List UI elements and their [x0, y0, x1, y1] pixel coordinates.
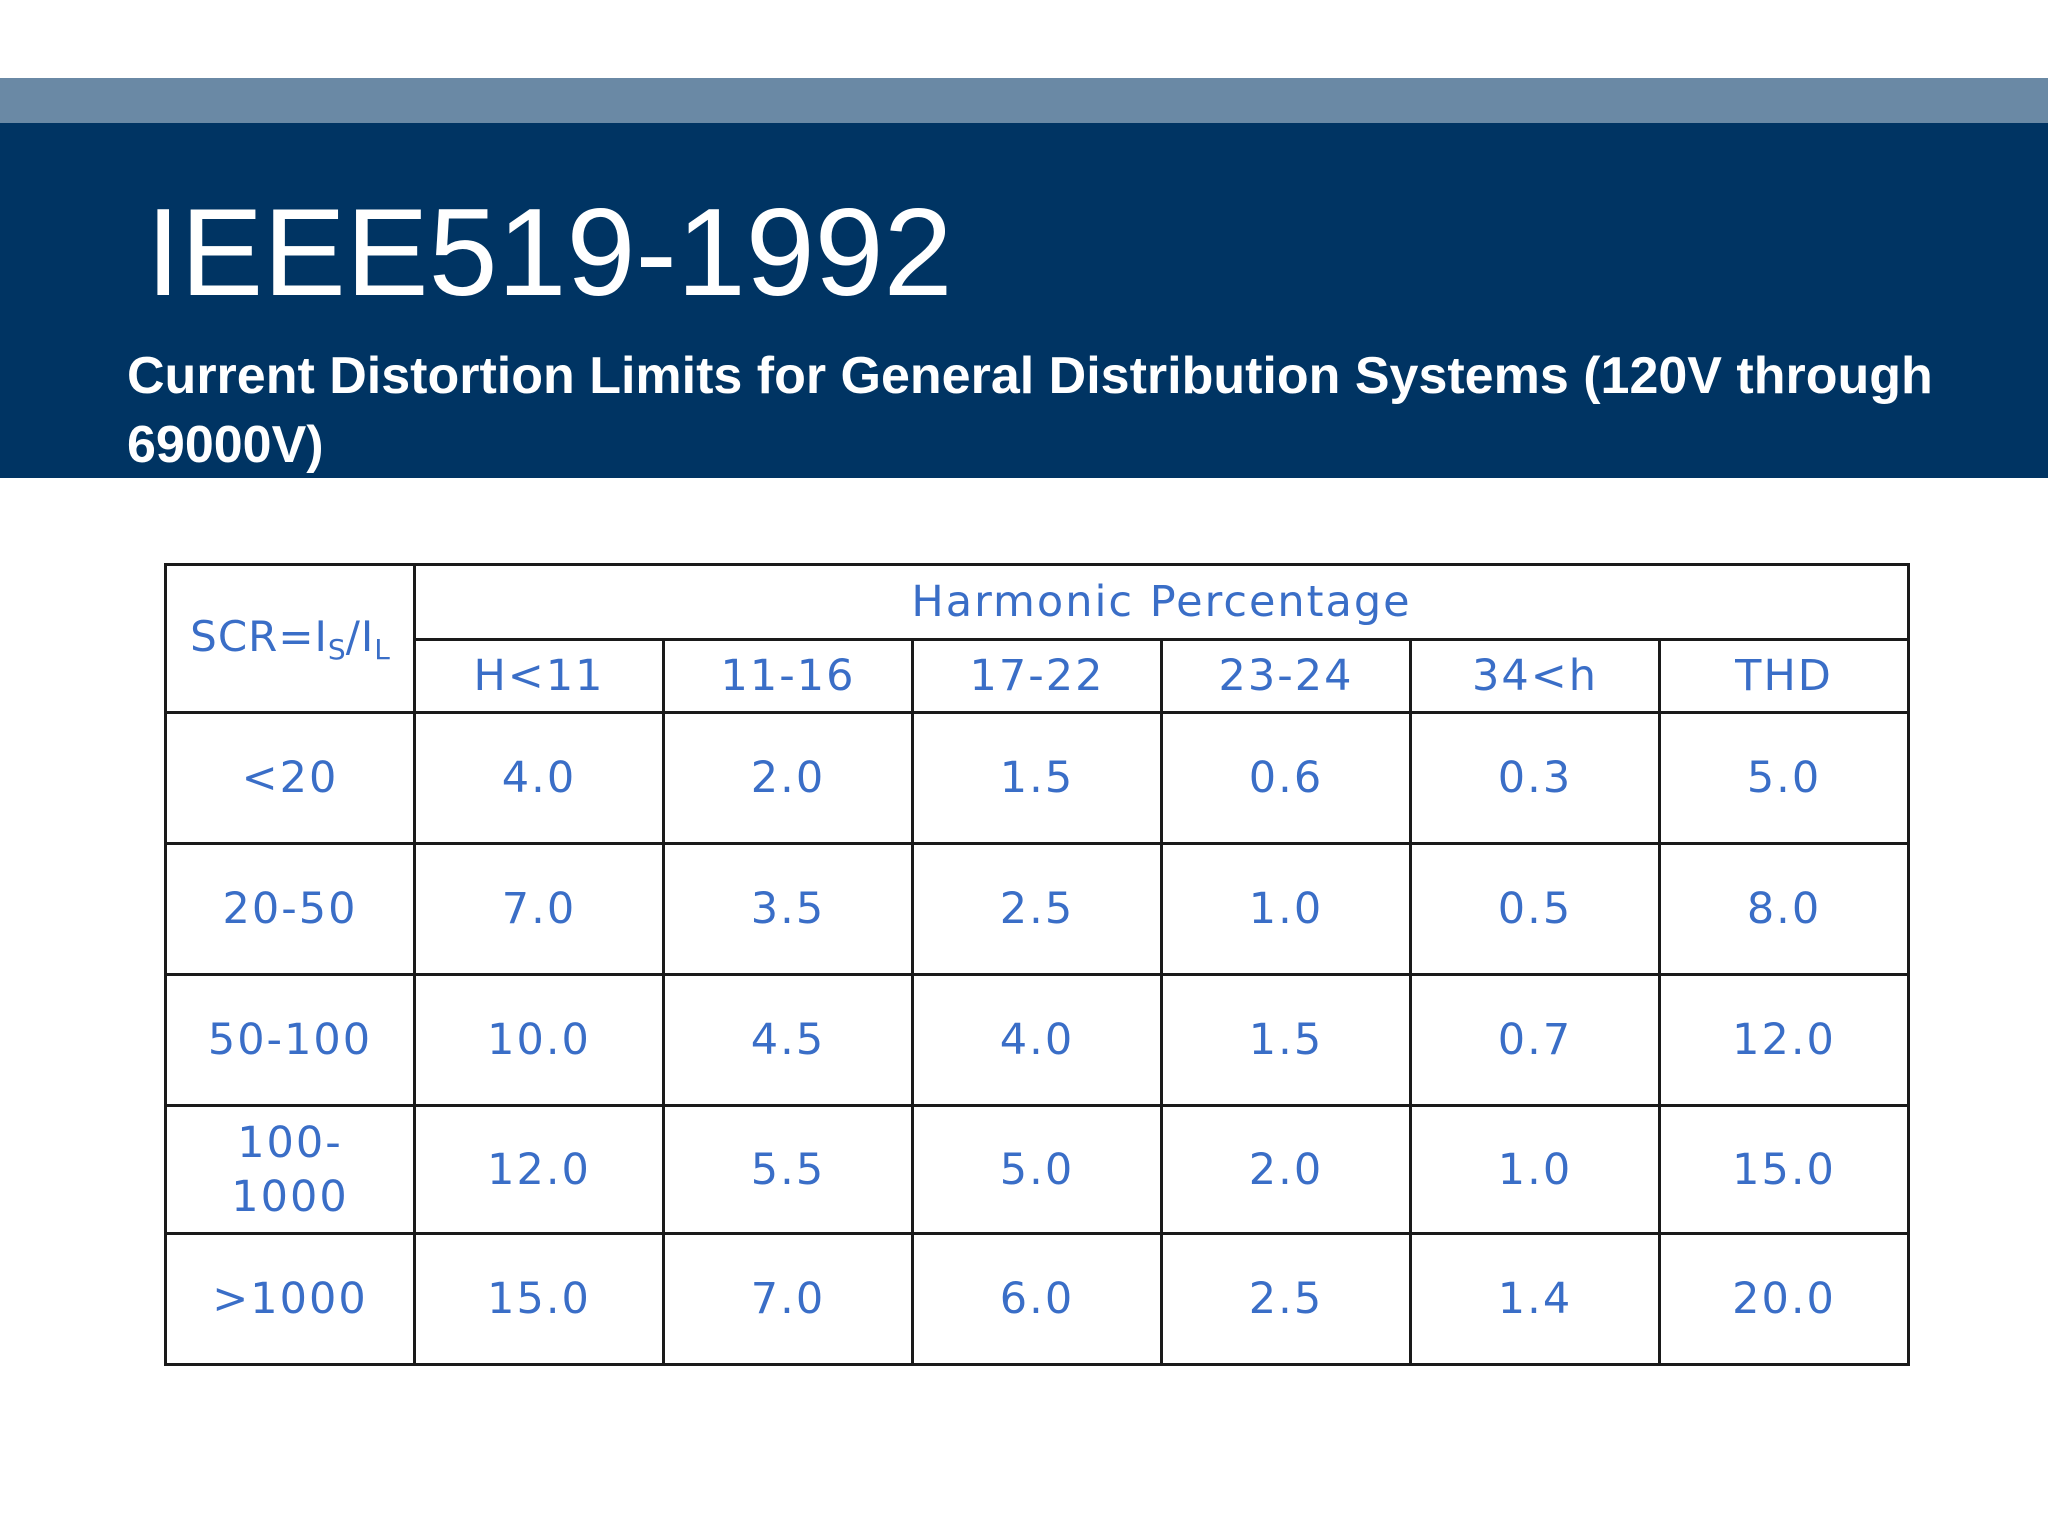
table-cell: 8.0 [1657, 842, 1911, 976]
table-cell: 0.5 [1409, 842, 1661, 976]
table-cell: 15.0 [1657, 1104, 1911, 1235]
table-cell: 4.0 [413, 711, 665, 845]
table-row: <20 4.0 2.0 1.5 0.6 0.3 5.0 [164, 711, 1911, 845]
header-band [0, 123, 2048, 478]
table-cell: 15.0 [413, 1232, 665, 1366]
row-label: 20-50 [164, 842, 416, 976]
column-header: 34<h [1409, 638, 1661, 714]
column-header: 11-16 [662, 638, 914, 714]
column-header: 17-22 [911, 638, 1163, 714]
table-cell: 20.0 [1657, 1232, 1911, 1366]
row-label: 50-100 [164, 973, 416, 1107]
scr-ratio-header: SCR=IS/IL [164, 563, 416, 714]
accent-bar [0, 78, 2048, 123]
column-header: THD [1657, 638, 1911, 714]
table-cell: 5.0 [1657, 711, 1911, 845]
table-cell: 6.0 [911, 1232, 1163, 1366]
table-cell: 1.0 [1409, 1104, 1661, 1235]
table-header-row: SCR=IS/IL Harmonic Percentage [164, 563, 1911, 714]
table-cell: 7.0 [413, 842, 665, 976]
harmonic-percentage-header: Harmonic Percentage [412, 563, 1911, 641]
distortion-limits-table: SCR=IS/IL Harmonic Percentage H<11 11-16… [164, 563, 1911, 1366]
table-cell: 2.5 [1160, 1232, 1412, 1366]
table-column-header-row: H<11 11-16 17-22 23-24 34<h THD [166, 638, 1911, 714]
slide-title: IEEE519-1992 [146, 184, 953, 322]
table-cell: 10.0 [413, 973, 665, 1107]
table-cell: 5.0 [911, 1104, 1163, 1235]
table-cell: 1.4 [1409, 1232, 1661, 1366]
table-row: 100-1000 12.0 5.5 5.0 2.0 1.0 15.0 [164, 1104, 1911, 1235]
table-cell: 2.0 [1160, 1104, 1412, 1235]
table-cell: 12.0 [413, 1104, 665, 1235]
table-cell: 1.0 [1160, 842, 1412, 976]
column-header: 23-24 [1160, 638, 1412, 714]
row-label: <20 [164, 711, 416, 845]
table-row: 20-50 7.0 3.5 2.5 1.0 0.5 8.0 [164, 842, 1911, 976]
table-cell: 0.3 [1409, 711, 1661, 845]
table-row: >1000 15.0 7.0 6.0 2.5 1.4 20.0 [164, 1232, 1911, 1366]
table-row: 50-100 10.0 4.5 4.0 1.5 0.7 12.0 [164, 973, 1911, 1107]
table-cell: 2.0 [662, 711, 914, 845]
table-cell: 0.6 [1160, 711, 1412, 845]
row-label: 100-1000 [164, 1104, 416, 1235]
table-cell: 1.5 [911, 711, 1163, 845]
table-cell: 12.0 [1657, 973, 1911, 1107]
slide-subtitle: Current Distortion Limits for General Di… [127, 347, 1933, 474]
table-cell: 5.5 [662, 1104, 914, 1235]
table-cell: 1.5 [1160, 973, 1412, 1107]
table-cell: 3.5 [662, 842, 914, 976]
table-cell: 2.5 [911, 842, 1163, 976]
table-cell: 4.5 [662, 973, 914, 1107]
row-label: >1000 [164, 1232, 416, 1366]
table-cell: 4.0 [911, 973, 1163, 1107]
column-header: H<11 [413, 638, 665, 714]
table-cell: 0.7 [1409, 973, 1661, 1107]
table-cell: 7.0 [662, 1232, 914, 1366]
